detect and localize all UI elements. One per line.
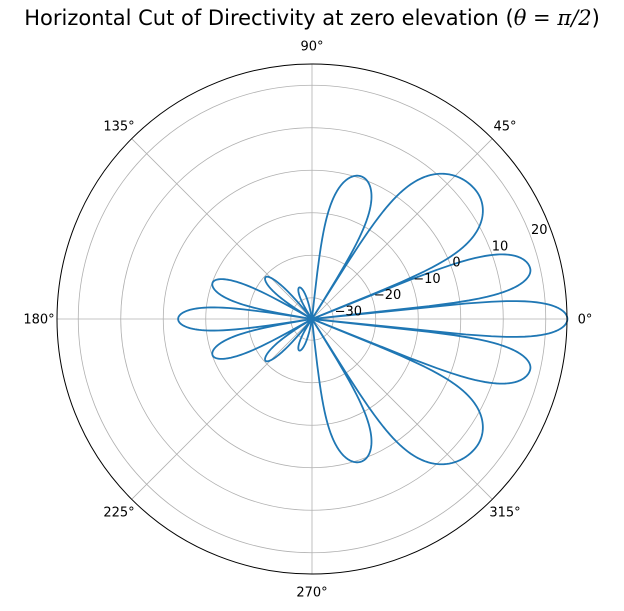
- angular-tick-label-0: 0°: [578, 313, 593, 328]
- angular-gridline-5: [131, 318, 313, 500]
- angular-tick-label-5: 225°: [103, 506, 134, 521]
- angular-tick-label-2: 90°: [300, 40, 323, 55]
- grid-layer: [57, 64, 567, 574]
- angular-tick-label-4: 180°: [23, 313, 54, 328]
- angular-gridline-3: [131, 138, 313, 320]
- chart-title-suffix: ): [591, 6, 600, 30]
- chart-title: Horizontal Cut of Directivity at zero el…: [0, 6, 624, 30]
- radial-tick-label-5: 20: [531, 223, 548, 238]
- angular-tick-label-3: 135°: [103, 120, 134, 135]
- chart-title-math: θ = π/2: [513, 6, 592, 30]
- radial-tick-label-1: −20: [374, 288, 401, 303]
- polar-frame: [56, 63, 568, 575]
- radial-tick-label-2: −10: [413, 272, 440, 287]
- angular-tick-label-1: 45°: [493, 120, 516, 135]
- chart-title-text: Horizontal Cut of Directivity at zero el…: [24, 6, 514, 30]
- frame-layer: [56, 63, 568, 575]
- radial-tick-label-3: 0: [452, 256, 460, 271]
- series-line-0: [177, 172, 569, 466]
- series-layer: [177, 172, 569, 466]
- angular-gridline-7: [311, 318, 493, 500]
- label-layer: 0° 45° 90° 135° 180° 225° 270° 315° −30 −20 −10 0 10…: [23, 40, 592, 601]
- radial-tick-label-4: 10: [492, 239, 509, 254]
- radial-tick-label-0: −30: [335, 304, 362, 319]
- angular-gridline-1: [311, 138, 493, 320]
- angular-tick-label-6: 270°: [296, 586, 327, 601]
- angular-tick-label-7: 315°: [489, 506, 520, 521]
